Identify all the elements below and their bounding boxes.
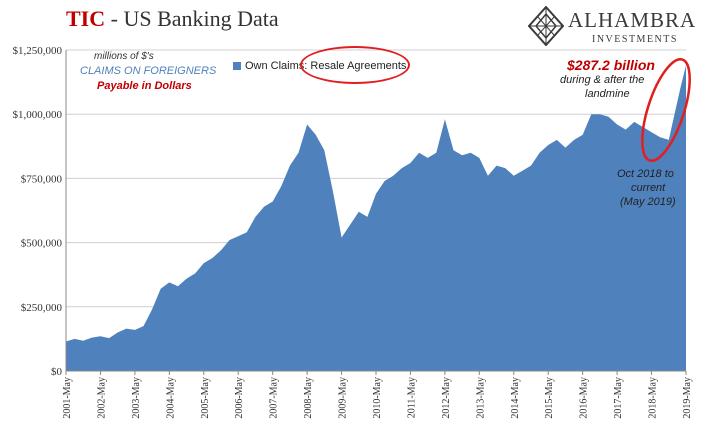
x-tick-labels: 2001-May 2002-May 2003-May 2004-May 2005-May… bbox=[62, 377, 693, 419]
logo-subtitle: INVESTMENTS bbox=[592, 34, 678, 45]
y-tick-label: $750,000 bbox=[21, 173, 63, 185]
x-tick-label: 2012-May bbox=[441, 377, 452, 419]
x-tick-label: 2006-May bbox=[234, 377, 245, 419]
x-tick-label: 2008-May bbox=[303, 377, 314, 419]
increase-desc-2: landmine bbox=[585, 88, 630, 100]
y-tick-label: $1,000,000 bbox=[13, 109, 63, 121]
x-tick-label: 2002-May bbox=[96, 377, 107, 419]
period-note-3: (May 2019) bbox=[620, 196, 676, 208]
x-tick-label: 2004-May bbox=[165, 377, 176, 419]
x-tick-label: 2010-May bbox=[372, 377, 383, 419]
increase-desc-1: during & after the bbox=[560, 74, 645, 86]
series-description: CLAIMS ON FOREIGNERS bbox=[80, 65, 217, 77]
chart-title: TIC - US Banking Data bbox=[66, 6, 279, 32]
x-tick-label: 2003-May bbox=[131, 377, 142, 419]
period-note-1: Oct 2018 to bbox=[617, 168, 674, 180]
x-tick-label: 2007-May bbox=[269, 377, 280, 419]
x-tick-label: 2017-May bbox=[613, 377, 624, 419]
legend-highlight-ellipse bbox=[300, 46, 410, 84]
x-tick-label: 2015-May bbox=[544, 377, 555, 419]
x-tick-label: 2016-May bbox=[579, 377, 590, 419]
x-tick-label: 2018-May bbox=[648, 377, 659, 419]
series-area bbox=[66, 65, 686, 372]
x-tick-label: 2014-May bbox=[510, 377, 521, 419]
logo-name: ALHAMBRA bbox=[568, 8, 697, 32]
increase-amount: $287.2 billion bbox=[567, 57, 655, 73]
brand-logo: ALHAMBRA INVESTMENTS bbox=[528, 6, 698, 50]
y-tick-label: $500,000 bbox=[21, 238, 63, 250]
series-area-path bbox=[66, 65, 686, 372]
y-tick-label: $0 bbox=[51, 366, 63, 378]
y-tick-label: $250,000 bbox=[21, 302, 63, 314]
axes bbox=[65, 50, 687, 375]
chart-title-rest: - US Banking Data bbox=[105, 6, 279, 31]
annotations bbox=[641, 58, 691, 162]
x-tick-label: 2019-May bbox=[682, 377, 693, 419]
x-tick-label: 2009-May bbox=[338, 377, 349, 419]
y-tick-label: $1,250,000 bbox=[13, 45, 63, 57]
y-tick-labels: $0 $250,000 $500,000 $750,000 $1,000,000 $1,2… bbox=[13, 45, 63, 378]
chart-title-main: TIC bbox=[66, 6, 106, 31]
payable-note: Payable in Dollars bbox=[97, 80, 192, 92]
legend-swatch bbox=[233, 62, 241, 70]
recent-period-ellipse bbox=[641, 58, 691, 162]
period-note-2: current bbox=[631, 182, 666, 194]
x-tick-label: 2013-May bbox=[475, 377, 486, 419]
diamond-lattice-icon bbox=[528, 6, 564, 46]
x-tick-label: 2011-May bbox=[406, 377, 417, 418]
units-note: millions of $'s bbox=[94, 51, 154, 62]
x-tick-label: 2001-May bbox=[62, 377, 73, 419]
x-tick-label: 2005-May bbox=[200, 377, 211, 419]
